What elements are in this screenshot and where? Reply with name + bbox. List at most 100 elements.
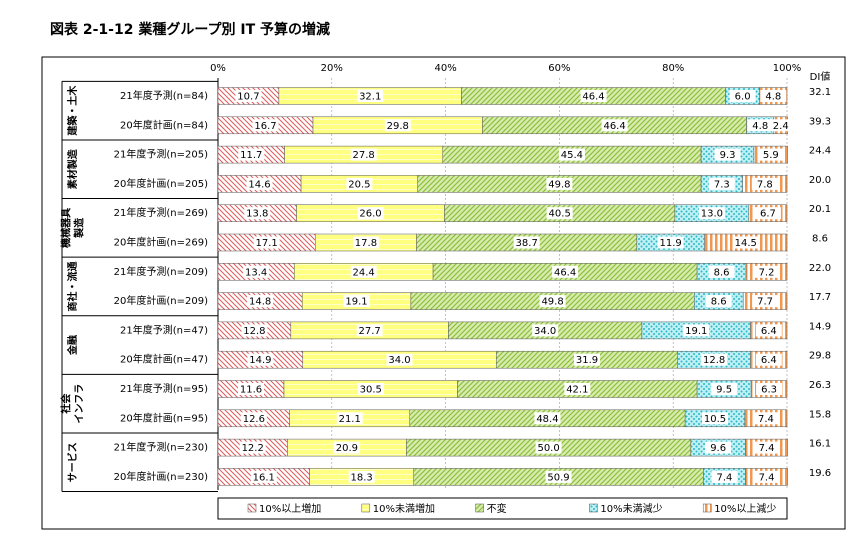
value-label: 20.5: [348, 179, 370, 190]
label-bg: [244, 207, 271, 220]
value-label: 7.4: [759, 472, 775, 483]
value-label: 31.9: [576, 355, 598, 366]
value-label: 27.8: [353, 150, 375, 161]
value-label: 49.8: [548, 179, 570, 190]
di-value: 29.8: [809, 351, 831, 362]
category-label: 20年度計画(n=230): [114, 470, 208, 483]
category-label: 20年度計画(n=84): [120, 118, 208, 131]
group-label: 建築・土木: [66, 85, 79, 137]
group-label: 商社・流通: [66, 261, 79, 311]
label-bg: [247, 295, 274, 308]
value-label: 16.1: [253, 472, 275, 483]
label-bg: [546, 177, 573, 190]
label-bg: [657, 236, 684, 249]
category-label: 21年度予測(n=269): [114, 206, 208, 219]
category-label: 21年度予測(n=84): [120, 89, 208, 102]
label-bg: [747, 119, 774, 132]
value-label: 13.4: [245, 267, 267, 278]
label-bg: [346, 177, 373, 190]
label-bg: [343, 295, 370, 308]
value-label: 4.8: [765, 92, 781, 103]
label-bg: [239, 441, 266, 454]
category-label: 21年度予測(n=47): [120, 323, 208, 336]
legend-label: 不変: [487, 502, 507, 515]
label-bg: [756, 383, 783, 395]
value-label: 34.0: [534, 326, 556, 337]
di-value: 26.3: [809, 380, 831, 391]
legend-label: 10%未満減少: [600, 502, 662, 515]
label-bg: [701, 353, 728, 366]
value-label: 17.1: [256, 238, 278, 249]
di-value: 32.1: [809, 87, 831, 98]
legend-swatch: [702, 503, 712, 513]
legend-swatch: [247, 503, 257, 513]
value-label: 6.7: [760, 209, 776, 220]
value-label: 7.4: [759, 443, 775, 454]
group-label: インフラ: [74, 384, 86, 424]
value-label: 26.0: [359, 209, 381, 220]
label-bg: [711, 470, 738, 483]
label-bg: [767, 119, 794, 132]
label-bg: [573, 353, 600, 366]
legend-swatch: [475, 503, 484, 513]
label-bg: [755, 324, 782, 337]
value-label: 18.3: [351, 472, 373, 483]
value-label: 27.7: [359, 326, 381, 337]
value-label: 13.0: [701, 209, 723, 220]
label-bg: [601, 119, 628, 132]
value-label: 7.4: [716, 472, 732, 483]
value-label: 7.8: [757, 179, 773, 190]
value-label: 6.4: [761, 355, 777, 366]
category-label: 20年度計画(n=95): [120, 411, 208, 424]
value-label: 9.6: [710, 443, 726, 454]
label-bg: [333, 441, 360, 454]
value-label: 6.4: [761, 326, 777, 337]
value-label: 2.4: [773, 121, 789, 132]
value-label: 21.1: [339, 414, 361, 425]
value-label: 12.8: [703, 355, 725, 366]
value-label: 16.7: [254, 121, 276, 132]
value-label: 12.6: [243, 414, 265, 425]
di-value: 19.6: [809, 468, 831, 479]
di-value: 22.0: [809, 263, 831, 274]
label-bg: [757, 148, 784, 161]
category-label: 20年度計画(n=269): [114, 236, 208, 249]
label-bg: [356, 324, 383, 337]
value-label: 14.8: [249, 297, 271, 308]
label-bg: [534, 412, 561, 425]
label-bg: [753, 265, 780, 278]
label-bg: [238, 148, 265, 161]
label-bg: [580, 90, 607, 102]
group-label: 製造: [73, 217, 86, 239]
value-label: 38.7: [516, 238, 538, 249]
label-bg: [246, 177, 273, 190]
label-bg: [732, 236, 759, 249]
label-bg: [564, 383, 591, 395]
category-label: 20年度計画(n=209): [114, 294, 208, 307]
di-value: 20.1: [809, 204, 831, 215]
di-value: 20.0: [809, 175, 831, 186]
label-bg: [705, 295, 732, 308]
value-label: 11.6: [240, 385, 262, 396]
value-label: 46.4: [554, 267, 576, 278]
label-bg: [751, 177, 778, 190]
value-label: 19.1: [685, 326, 707, 337]
value-label: 7.4: [758, 414, 774, 425]
label-bg: [253, 236, 280, 249]
label-bg: [357, 383, 384, 395]
label-bg: [708, 265, 735, 278]
value-label: 17.8: [355, 238, 377, 249]
category-label: 21年度予測(n=95): [120, 382, 208, 395]
value-label: 5.9: [763, 150, 779, 161]
label-bg: [552, 265, 579, 278]
label-bg: [714, 148, 741, 161]
category-label: 21年度予測(n=209): [114, 265, 208, 278]
di-value: 8.6: [812, 234, 828, 245]
frame: [41, 56, 846, 530]
label-bg: [238, 383, 265, 395]
value-label: 14.5: [735, 238, 757, 249]
label-bg: [755, 353, 782, 366]
value-label: 12.8: [243, 326, 265, 337]
label-bg: [705, 441, 732, 454]
value-label: 50.0: [537, 443, 559, 454]
